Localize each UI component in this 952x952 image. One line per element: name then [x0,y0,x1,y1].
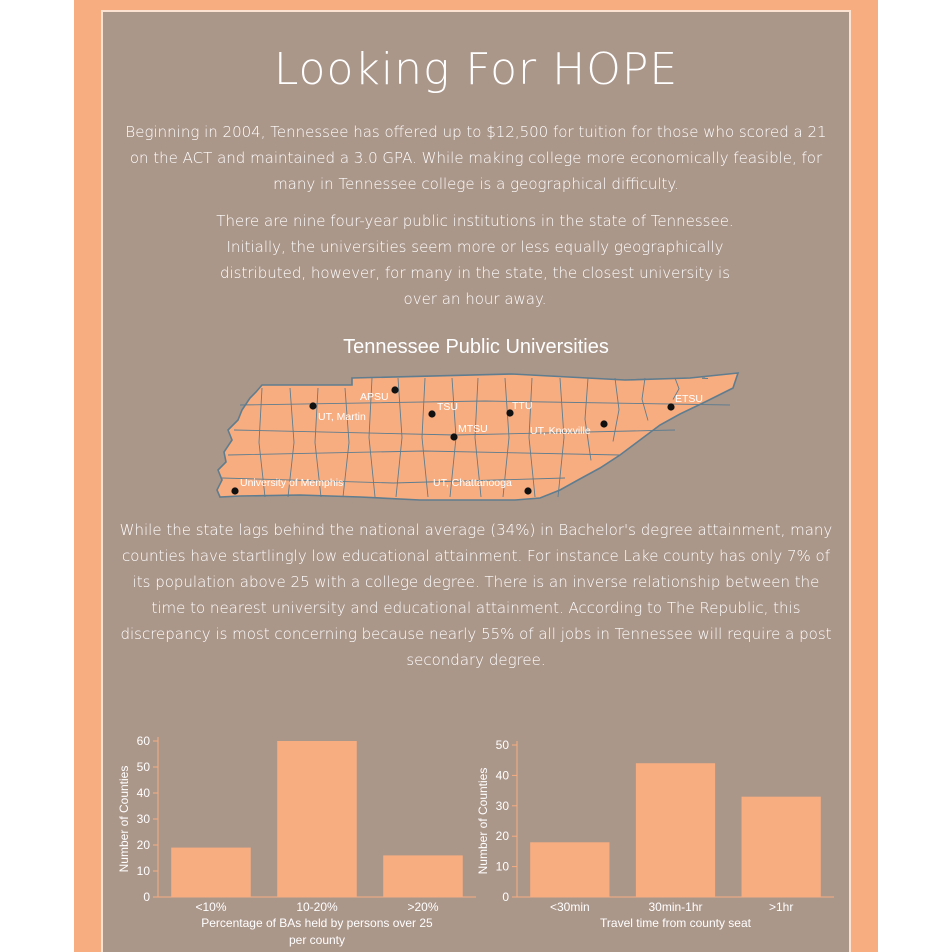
intro-paragraph-1: Beginning in 2004, Tennessee has offered… [125,123,827,193]
map-title: Tennessee Public Universities [343,336,609,358]
page-title: Looking For HOPE [273,44,679,95]
body-paragraph: While the state lags behind the national… [119,521,833,669]
intro-paragraph-2: There are nine four-year public institut… [216,212,734,308]
